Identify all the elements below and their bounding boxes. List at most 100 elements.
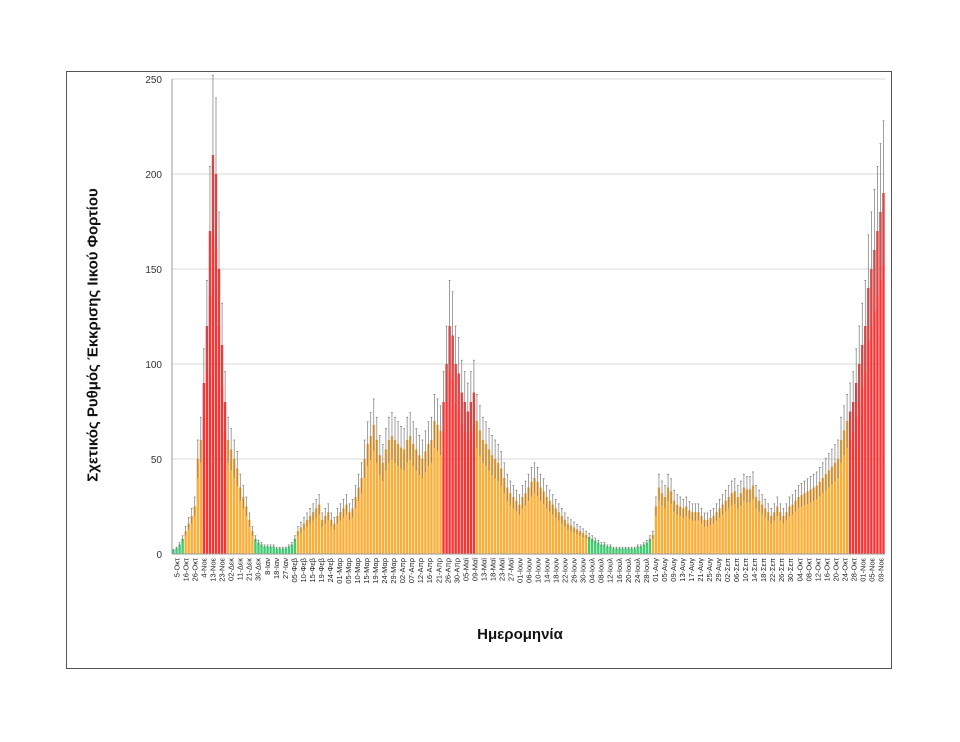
bar <box>284 548 287 554</box>
bar <box>384 449 388 554</box>
error-bar <box>178 542 181 547</box>
bar <box>651 535 655 554</box>
bar <box>660 493 664 554</box>
error-bar <box>764 498 767 518</box>
x-tick-label: 24-Μαρ <box>380 558 389 584</box>
y-tick-label: 150 <box>145 265 162 276</box>
error-bar <box>755 485 757 509</box>
x-tick-label: 06-Ιουν <box>525 558 534 583</box>
error-bar <box>536 467 539 497</box>
error-bar <box>715 503 718 521</box>
x-tick-label: 29-Αυγ <box>714 558 723 582</box>
bar <box>600 544 603 554</box>
bar <box>314 508 318 554</box>
bar <box>375 440 378 554</box>
x-tick-label: 22-Σεπ <box>768 558 777 582</box>
bar <box>442 402 445 554</box>
error-bar <box>300 521 302 533</box>
y-axis-label: Σχετικός Ρυθμός Έκκρισης Ιικού Φορτίου <box>84 188 102 482</box>
x-tick-label: 10-Σεπ <box>741 558 750 582</box>
bar <box>679 506 682 554</box>
bar <box>402 449 406 554</box>
x-tick-label: 30-Απρ <box>452 558 461 583</box>
error-bar <box>873 188 876 311</box>
bar <box>424 451 427 554</box>
error-bar <box>779 503 782 521</box>
error-bar <box>812 473 815 501</box>
bar <box>833 462 837 554</box>
error-bar <box>287 544 290 548</box>
error-bar <box>212 74 214 235</box>
bar <box>521 497 524 554</box>
bar <box>718 508 721 554</box>
bar <box>530 481 533 554</box>
error-bar <box>679 496 682 516</box>
bar <box>181 538 184 554</box>
x-tick-label: 12-Οκτ <box>813 558 822 581</box>
bar <box>439 430 442 554</box>
bar <box>572 527 576 554</box>
bar <box>330 519 333 554</box>
bar <box>858 364 861 554</box>
error-bar <box>290 542 293 547</box>
error-bar <box>864 280 867 372</box>
error-bar <box>615 546 618 550</box>
error-bar <box>846 394 849 448</box>
error-bar <box>791 494 794 515</box>
bar <box>217 269 221 554</box>
error-bar <box>542 478 545 504</box>
bar <box>172 550 175 554</box>
error-bar <box>573 521 575 533</box>
x-tick-label: 22-Ιουν <box>561 558 570 583</box>
bar <box>184 531 187 554</box>
error-bar <box>269 544 272 548</box>
error-bar <box>251 526 254 536</box>
x-tick-label: 16-Ιουλ <box>615 558 624 583</box>
bar <box>621 548 624 554</box>
bar <box>433 421 436 554</box>
bar <box>618 548 621 554</box>
error-bar <box>409 412 412 460</box>
bar <box>848 411 852 554</box>
error-bar <box>749 476 751 503</box>
error-bar <box>327 503 330 521</box>
error-bar <box>509 480 512 506</box>
bar <box>733 491 736 554</box>
error-bar <box>676 494 679 515</box>
bar <box>803 493 806 554</box>
error-bar <box>257 539 260 545</box>
error-bar <box>421 439 424 478</box>
bar <box>263 546 266 554</box>
error-bar <box>673 489 676 512</box>
bar <box>578 531 582 554</box>
error-bar <box>491 435 494 475</box>
error-bar <box>670 478 673 504</box>
error-bar <box>430 416 433 463</box>
error-bar <box>427 421 430 466</box>
error-bar <box>570 519 572 532</box>
x-tick-label: 20-Ιουλ <box>624 558 633 583</box>
bar <box>336 516 339 554</box>
error-bar <box>224 371 227 433</box>
error-bar <box>506 473 509 501</box>
bar <box>484 443 488 554</box>
error-bar <box>342 498 345 518</box>
bar <box>412 443 415 554</box>
bar <box>669 491 673 554</box>
error-bar <box>196 439 199 478</box>
error-bar <box>642 542 645 547</box>
error-bar <box>336 508 339 524</box>
bar <box>518 504 521 554</box>
error-bar <box>278 546 281 550</box>
bar <box>430 440 433 554</box>
error-bar <box>576 524 578 535</box>
bar <box>757 500 761 554</box>
error-bar <box>761 494 764 515</box>
bar <box>408 436 412 554</box>
x-tick-label: 05-Αυγ <box>660 558 669 582</box>
bar <box>672 500 676 554</box>
error-bar <box>700 508 703 524</box>
error-bar <box>482 416 484 463</box>
error-bar <box>579 526 582 536</box>
